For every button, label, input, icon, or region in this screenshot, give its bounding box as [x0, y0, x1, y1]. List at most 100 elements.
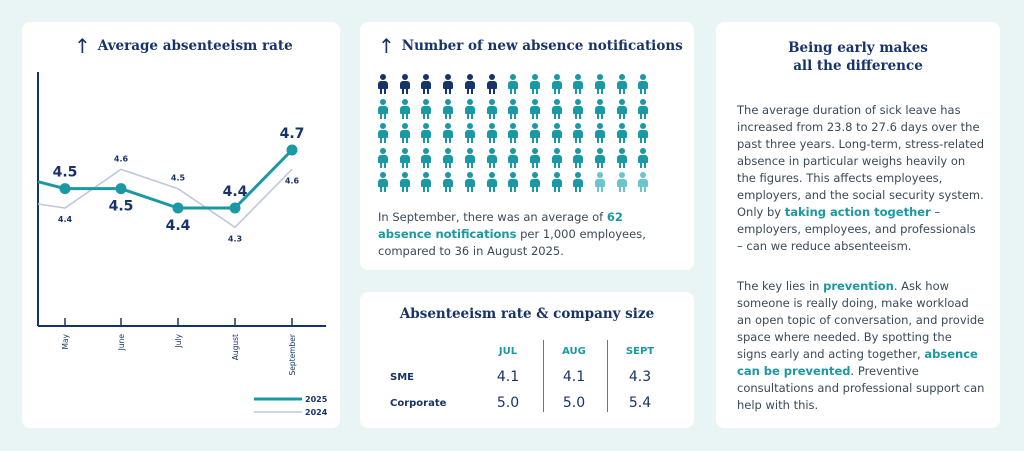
person-icon: [529, 172, 540, 192]
prevention-text-card: Being early makes all the difference The…: [716, 22, 1000, 428]
table-cell: 4.1: [562, 369, 586, 385]
person-icon: [508, 172, 519, 192]
chart-title-text: Average absenteeism rate: [97, 38, 293, 54]
person-icon: [595, 98, 605, 119]
table-separator: [607, 340, 608, 412]
series-2025-label: 4.4: [166, 218, 191, 234]
table-cell: 4.1: [496, 369, 520, 385]
person-icon: [443, 172, 454, 192]
series-2025-label: 4.5: [53, 165, 78, 181]
person-icon: [443, 98, 454, 119]
person-icon: [616, 172, 627, 192]
text-card-title: Being early makes all the difference: [716, 39, 1000, 75]
person-icon: [399, 123, 410, 143]
person-icon: [378, 172, 388, 192]
paragraph-1: The average duration of sick leave has i…: [737, 102, 985, 255]
person-icon: [421, 98, 432, 119]
series-2024-label: 4.6: [114, 154, 129, 163]
person-icon: [638, 98, 649, 119]
table-cell: 5.0: [496, 395, 520, 411]
person-icon: [443, 74, 454, 94]
person-icon: [573, 172, 584, 192]
series-2025-label: 4.7: [280, 126, 305, 142]
person-icon: [573, 123, 584, 143]
person-icon: [529, 147, 540, 168]
notifications-description: In September, there was an average of 62…: [378, 209, 678, 260]
x-tick-label: July: [174, 333, 183, 348]
x-tick-label: September: [288, 333, 297, 375]
table-row-label-corporate: Corporate: [390, 398, 447, 409]
person-icon: [638, 147, 649, 168]
person-icon: [421, 147, 432, 168]
p2-text: The key lies in: [737, 279, 824, 293]
person-icon: [508, 98, 519, 119]
person-icon: [638, 123, 649, 143]
person-icon: [464, 123, 475, 143]
paragraph-2: The key lies in prevention. Ask how some…: [737, 278, 985, 414]
person-icon: [595, 74, 605, 94]
person-icon: [464, 172, 475, 192]
series-2024-label: 4.4: [58, 215, 73, 224]
table-row-label-sme: SME: [390, 372, 414, 383]
person-icon: [573, 74, 584, 94]
p2-highlight-prevention: prevention: [823, 279, 894, 293]
p2-text-end: . Preventive consultations and professio…: [737, 364, 985, 412]
p1-text-end: – employers, employees, and professional…: [737, 205, 976, 253]
p1-text: The average duration of sick leave has i…: [737, 103, 985, 219]
p2-text-mid: . Ask how someone is really doing, make …: [737, 279, 985, 361]
people-pictogram: [376, 74, 676, 196]
person-icon: [508, 74, 519, 94]
person-icon: [399, 98, 410, 119]
person-icon: [464, 98, 475, 119]
person-icon: [616, 98, 627, 119]
notif-text-before: In September, there was an average of: [378, 210, 607, 224]
person-icon: [529, 74, 540, 94]
person-icon: [486, 147, 497, 168]
line-chart: May June July August September 4.5 4.5 4.4 4.4 4.…: [37, 72, 328, 417]
series-2024-line: [37, 168, 293, 229]
person-icon: [595, 123, 605, 143]
series-2025-label: 4.4: [223, 184, 248, 200]
arrow-up-icon: ↑: [378, 34, 395, 58]
series-2025-point: [229, 202, 241, 214]
person-icon: [378, 98, 388, 119]
table-separator: [543, 340, 544, 412]
series-2025-point: [115, 183, 127, 195]
person-icon: [421, 172, 432, 192]
person-icon: [551, 98, 562, 119]
series-2024-label: 4.3: [228, 234, 242, 243]
chart-title: ↑ Average absenteeism rate: [74, 36, 293, 56]
notifications-title-text: Number of new absence notifications: [401, 38, 683, 54]
person-icon: [421, 74, 432, 94]
series-2025-label: 4.5: [109, 199, 134, 215]
person-icon: [638, 172, 649, 192]
person-icon: [595, 147, 605, 168]
person-icon: [616, 123, 627, 143]
person-icon: [399, 147, 410, 168]
person-icon: [616, 147, 627, 168]
person-icon: [486, 172, 497, 192]
person-icon: [399, 172, 410, 192]
table-title: Absenteeism rate & company size: [399, 306, 655, 322]
table-cell: 5.4: [628, 395, 652, 411]
person-icon: [421, 123, 432, 143]
series-2024-label: 4.6: [285, 176, 300, 185]
table-header-sept: SEPT: [625, 346, 655, 357]
notifications-title: ↑ Number of new absence notifications: [378, 36, 683, 56]
person-icon: [616, 74, 627, 94]
series-2025-point: [172, 202, 184, 214]
person-icon: [443, 147, 454, 168]
person-icon: [595, 172, 605, 192]
person-icon: [529, 98, 540, 119]
person-icon: [638, 74, 649, 94]
person-icon: [399, 74, 410, 94]
person-icon: [573, 147, 584, 168]
legend-2024-label: 2024: [305, 408, 328, 417]
x-tick-label: May: [61, 333, 70, 349]
person-icon: [464, 74, 475, 94]
person-icon: [508, 123, 519, 143]
person-icon: [551, 172, 562, 192]
table-header-jul: JUL: [498, 346, 518, 357]
text-card-title-line2: all the difference: [793, 58, 923, 74]
person-icon: [551, 123, 562, 143]
